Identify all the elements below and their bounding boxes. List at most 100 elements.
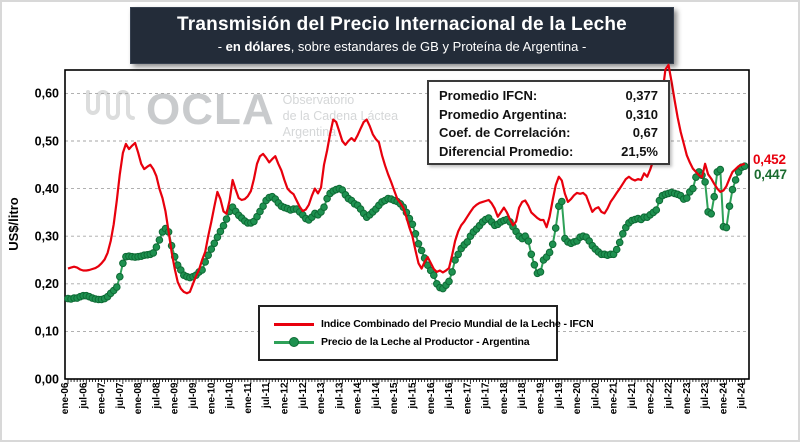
x-axis-label: ene-10	[206, 382, 217, 414]
x-axis-label: ene-06	[60, 382, 71, 414]
stats-box: Promedio IFCN: 0,377 Promedio Argentina: 0…	[427, 80, 670, 165]
argentina-marker	[728, 185, 737, 194]
argentina-marker	[689, 184, 697, 193]
argentina-marker	[612, 245, 621, 254]
argentina-marker	[527, 250, 536, 259]
x-axis-label: jul-06	[78, 382, 89, 410]
argentina-last-value-label: 0,447	[754, 167, 787, 182]
argentina-marker	[551, 224, 560, 232]
ocla-caption-line2: de la Cadena Láctea	[282, 109, 399, 123]
x-axis-label: ene-24	[718, 382, 729, 414]
x-axis-label: ene-13	[316, 382, 327, 414]
y-axis-title: US$/litro	[6, 197, 21, 251]
x-axis-label: jul-21	[627, 382, 638, 410]
argentina-marker	[558, 197, 566, 206]
x-axis-label: jul-22	[664, 382, 675, 410]
argentina-marker	[652, 206, 661, 214]
x-axis-label: ene-07	[97, 382, 108, 414]
argentina-marker	[454, 250, 463, 259]
x-axis-label: ene-19	[536, 382, 547, 414]
x-axis-label: ene-09	[170, 382, 181, 414]
legend-item-ifcn: Indice Combinado del Precio Mundial de l…	[274, 318, 594, 330]
x-axis-label: ene-12	[279, 382, 290, 414]
argentina-marker	[213, 233, 222, 241]
x-axis-label: jul-16	[444, 382, 455, 410]
argentina-marker	[463, 238, 472, 246]
argentina-marker	[414, 240, 423, 248]
chart-title: Transmisión del Precio Internacional de …	[177, 14, 627, 35]
argentina-marker	[536, 268, 545, 276]
x-axis-label: jul-18	[517, 382, 528, 410]
argentina-marker	[116, 272, 124, 281]
x-axis-label: jul-08	[151, 382, 162, 410]
ocla-logo-icon	[86, 90, 135, 120]
x-axis-label: jul-07	[115, 382, 126, 410]
ocla-caption-line3: Argentina	[282, 125, 337, 139]
argentina-marker	[530, 261, 539, 269]
argentina-marker	[216, 227, 225, 236]
argentina-marker	[430, 271, 438, 280]
legend-item-argentina: Precio de la Leche al Productor - Argent…	[274, 336, 556, 348]
y-axis-label: 0,20	[35, 277, 59, 291]
plot-border	[64, 69, 750, 380]
argentina-marker	[152, 243, 161, 251]
chart-title-box: Transmisión del Precio Internacional de …	[130, 7, 674, 64]
argentina-marker	[155, 236, 164, 244]
x-axis-label: ene-18	[499, 382, 510, 414]
argentina-marker	[731, 176, 740, 184]
stat-promedio-ifcn: Promedio IFCN: 0,377	[439, 88, 658, 103]
x-axis-label: jul-24	[737, 382, 748, 410]
argentina-marker	[210, 239, 219, 248]
x-axis-label: ene-08	[133, 382, 144, 414]
chart-subtitle: - en dólares, sobre estandares de GB y P…	[217, 39, 587, 54]
ifcn-line-sample	[274, 319, 314, 329]
argentina-marker	[707, 210, 716, 218]
y-axis-label: 0,40	[35, 182, 59, 196]
argentina-marker	[417, 246, 426, 255]
argentina-marker	[716, 165, 725, 174]
argentina-marker	[222, 215, 231, 223]
x-axis-label: jul-17	[481, 382, 492, 410]
x-axis-label: jul-10	[225, 382, 236, 410]
x-axis-label: ene-16	[426, 382, 437, 414]
x-axis-label: jul-14	[371, 382, 382, 410]
x-axis-label: ene-21	[609, 382, 620, 414]
y-axis-label: 0,00	[35, 372, 59, 386]
argentina-marker	[207, 245, 216, 253]
x-axis-label: jul-11	[261, 382, 272, 409]
argentina-marker	[113, 283, 121, 291]
argentina-marker	[545, 248, 554, 257]
argentina-marker	[683, 194, 691, 202]
x-axis-label: jul-12	[298, 382, 309, 410]
argentina-marker	[320, 203, 328, 211]
argentina-marker	[445, 277, 453, 286]
x-axis-label: ene-17	[462, 382, 473, 414]
x-axis: ene-06 jul-06 ene-07 jul-07 ene-08 jul-08 ene-…	[60, 379, 748, 414]
x-axis-label: jul-19	[554, 382, 565, 410]
argentina-marker	[524, 237, 533, 245]
argentina-marker	[149, 249, 158, 257]
stat-promedio-argentina: Promedio Argentina: 0,310	[439, 106, 658, 122]
argentina-marker	[725, 202, 734, 210]
argentina-line-sample	[274, 337, 314, 347]
y-axis: 0,00 0,10 0,20 0,30 0,40 0,50 0,60 US$/litro	[6, 87, 59, 387]
x-axis-label: jul-15	[407, 382, 418, 410]
x-axis-label: ene-20	[572, 382, 583, 414]
x-axis-label: jul-20	[590, 382, 601, 410]
legend: Indice Combinado del Precio Mundial de l…	[258, 305, 594, 361]
stat-coef-correlacion: Coef. de Correlación: 0,67	[439, 125, 658, 140]
y-axis-label: 0,50	[35, 134, 59, 148]
x-axis-label: jul-13	[334, 382, 345, 410]
argentina-marker	[448, 268, 456, 276]
x-axis-label: jul-23	[700, 382, 711, 410]
ifcn-series	[67, 63, 746, 295]
argentina-marker	[119, 259, 127, 268]
y-axis-label: 0,60	[35, 87, 59, 101]
y-axis-label: 0,10	[35, 325, 59, 339]
stat-diferencial-promedio: Diferencial Promedio: 21,5%	[439, 143, 658, 159]
y-axis-label: 0,30	[35, 230, 59, 244]
x-axis-label: ene-14	[353, 382, 364, 414]
argentina-marker	[259, 202, 267, 210]
